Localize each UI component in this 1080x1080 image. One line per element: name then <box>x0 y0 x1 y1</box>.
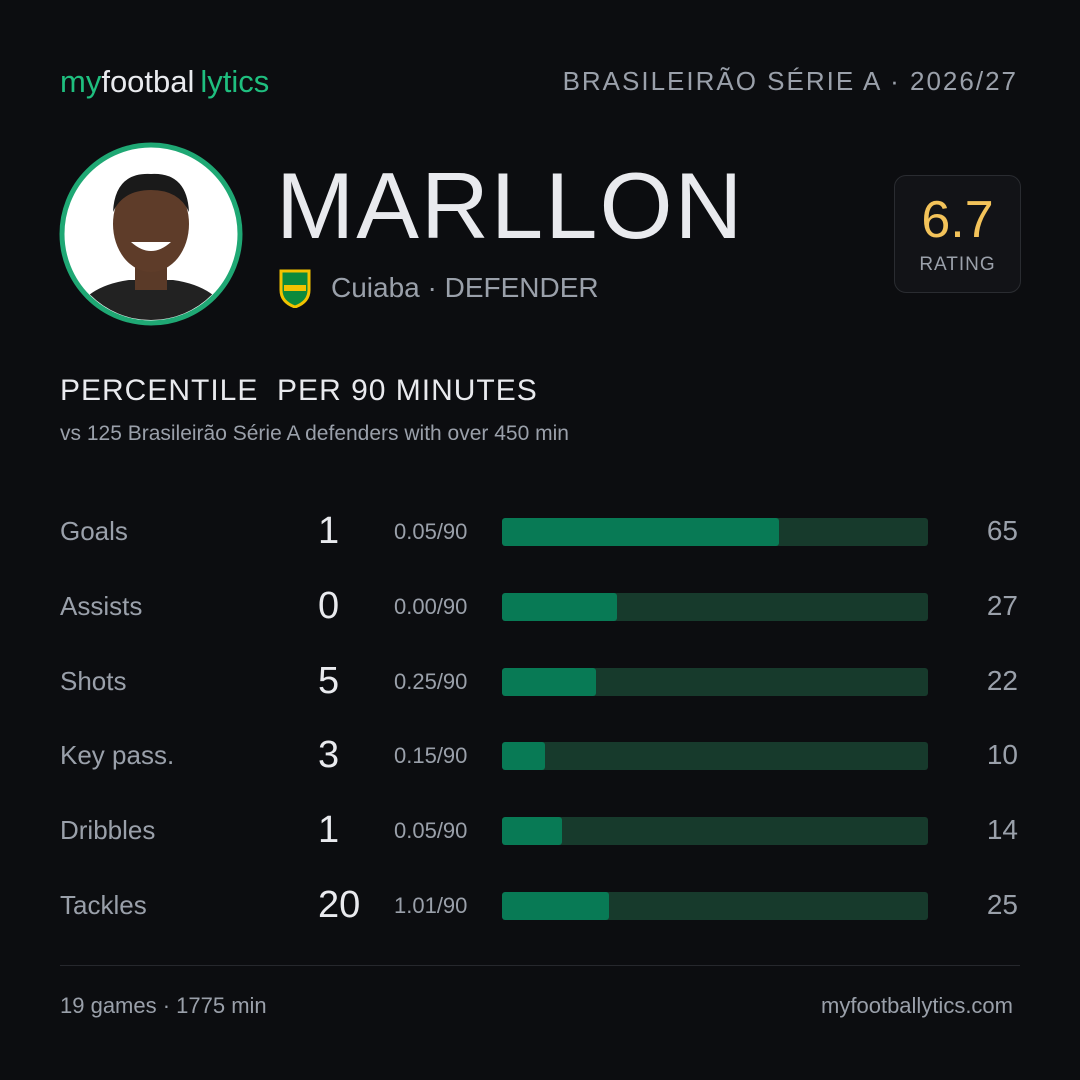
stat-total: 1 <box>318 510 340 552</box>
rating-box: 6.7 RATING <box>894 175 1021 293</box>
bar <box>502 742 545 771</box>
stat-per90: 0.15/90 <box>394 743 468 769</box>
bar-track <box>502 518 928 546</box>
bar <box>502 667 596 696</box>
stat-label: Shots <box>60 665 127 696</box>
rating-label: RATING <box>919 254 996 275</box>
stat-label: Assists <box>60 590 143 621</box>
bar <box>502 892 609 920</box>
club-position: Cuiaba · DEFENDER <box>331 272 599 303</box>
stat-percentile: 27 <box>986 589 1018 621</box>
stat-total: 3 <box>318 734 340 777</box>
footer-site: myfootballytics.com <box>821 993 1013 1018</box>
bar-track <box>502 817 928 846</box>
brand-part: footbal <box>101 64 195 99</box>
rating: 6.7 <box>921 191 994 249</box>
stat-per90: 0.25/90 <box>394 668 468 694</box>
league: BRASILEIRÃO SÉRIE A · 2026/27 <box>562 66 1018 96</box>
position: DEFENDER <box>444 272 599 303</box>
divider <box>60 965 1020 966</box>
bar <box>502 592 618 621</box>
player-name: MARLLON <box>276 153 745 258</box>
stat-percentile: 65 <box>986 515 1018 546</box>
stat-per90: 0.05/90 <box>394 818 468 844</box>
stat-total: 20 <box>318 884 361 926</box>
footer-summary: 19 games · 1775 min <box>60 993 267 1018</box>
section-subtitle: vs 125 Brasileirão Série A defenders wit… <box>60 422 569 445</box>
stat-total: 0 <box>318 584 340 627</box>
stat-percentile: 14 <box>986 814 1018 846</box>
stat-label: Goals <box>60 516 128 546</box>
stat-per90: 0.00/90 <box>394 593 468 619</box>
stat-per90: 1.01/90 <box>394 893 468 918</box>
bar <box>502 817 562 846</box>
bar <box>502 518 779 546</box>
club: Cuiaba <box>331 272 420 303</box>
stat-label: Key pass. <box>60 740 175 771</box>
stat-percentile: 22 <box>986 664 1018 696</box>
bar-track <box>502 592 928 621</box>
stat-per90: 0.05/90 <box>394 519 468 544</box>
stat-label: Tackles <box>60 890 147 920</box>
stat-label: Dribbles <box>60 815 156 846</box>
stat-total: 5 <box>318 659 340 702</box>
bar-track <box>502 667 928 696</box>
brand-part: lytics <box>200 64 270 99</box>
stat-total: 1 <box>318 809 340 852</box>
player-photo <box>59 142 243 326</box>
bar-track <box>502 742 928 771</box>
club-badge <box>279 269 311 308</box>
stat-percentile: 25 <box>986 889 1018 920</box>
section-title: PERCENTILE PER 90 MINUTES <box>60 374 538 407</box>
bar-track <box>502 892 928 920</box>
brand-part: my <box>60 64 102 99</box>
stat-percentile: 10 <box>986 739 1018 771</box>
brand: myfootbal lytics <box>60 64 269 100</box>
